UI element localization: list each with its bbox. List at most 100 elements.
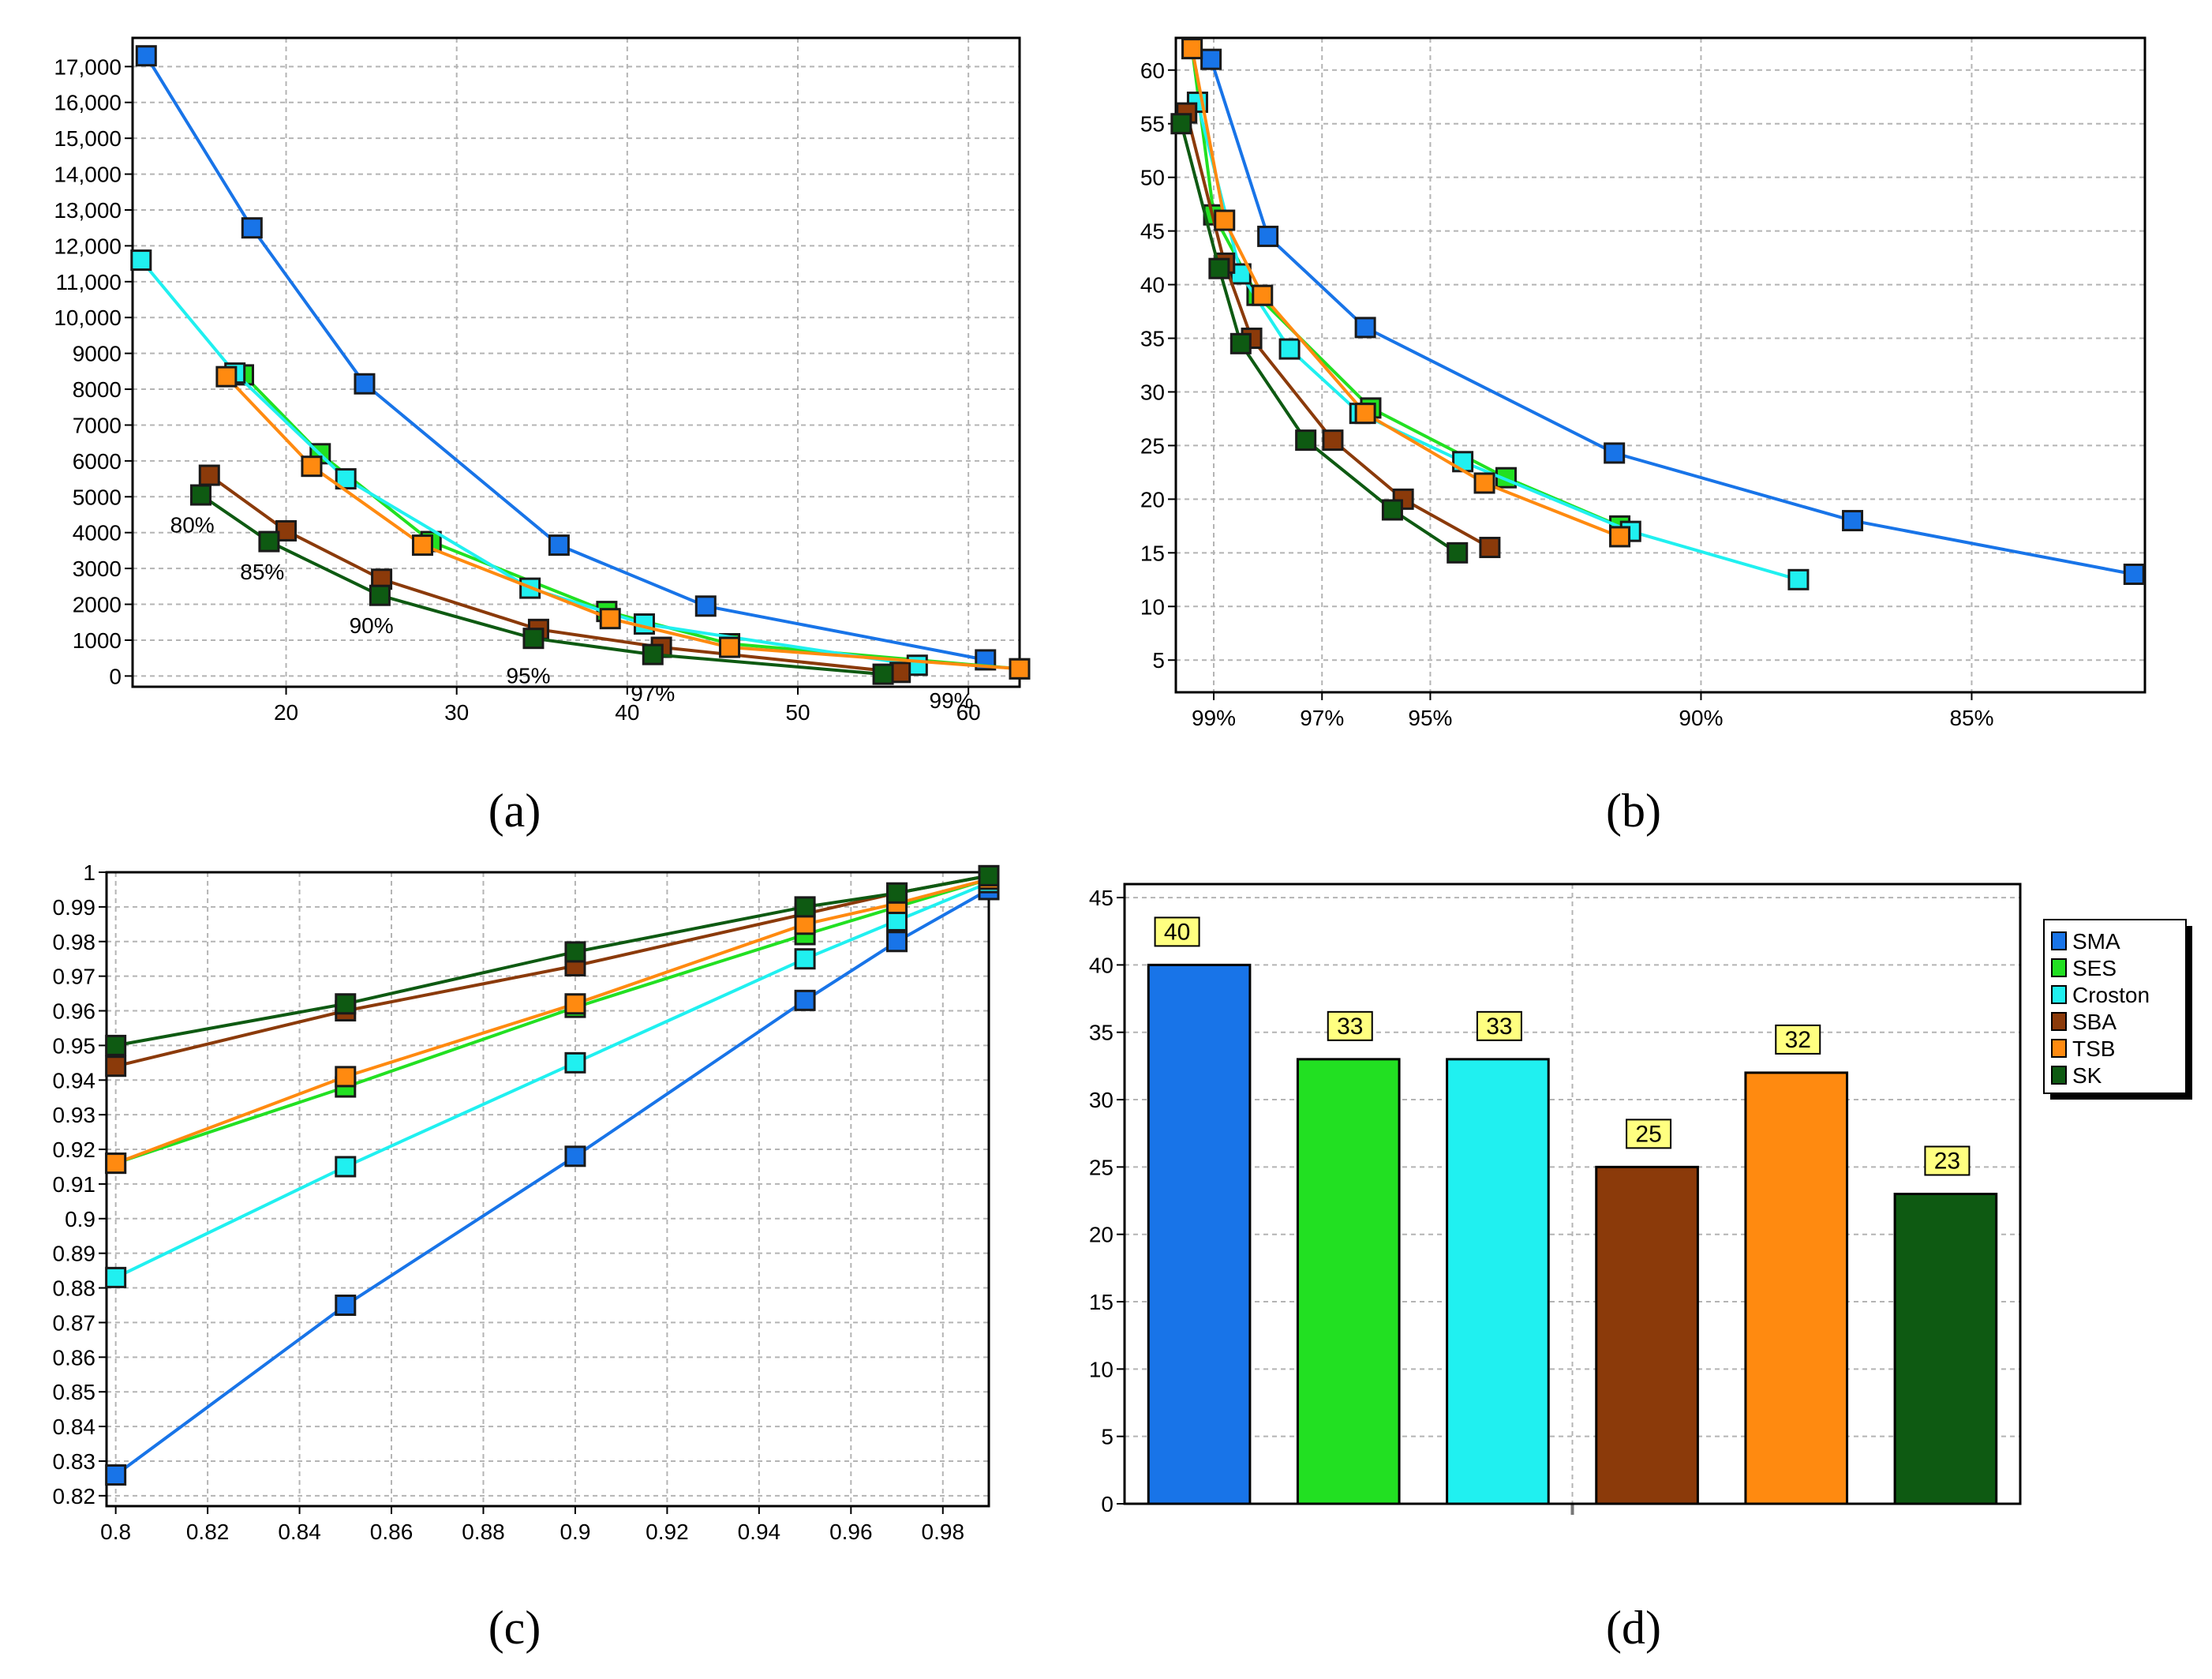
y-tick-label: 3000 (73, 557, 122, 581)
y-tick-label: 0.82 (53, 1484, 96, 1508)
legend-swatch-sk (2051, 1066, 2067, 1085)
y-tick-label: 10 (1140, 594, 1165, 619)
data-point-sma (1257, 225, 1279, 247)
series-line-sma (114, 888, 990, 1477)
value-label-box (1775, 1024, 1821, 1055)
caption-c: (c) (488, 1602, 541, 1654)
x-tick-label: 0.94 (738, 1520, 781, 1544)
y-tick-label: 0.87 (53, 1310, 96, 1335)
y-tick-label: 0.99 (53, 895, 96, 920)
data-point-tsb (335, 1066, 357, 1088)
plot-frame (1123, 883, 2022, 1505)
x-tick-label: 0.8 (100, 1520, 131, 1544)
caption-b: (b) (1606, 785, 1661, 837)
series-line-sba (1185, 112, 1491, 549)
data-point-tsb (105, 1152, 127, 1175)
y-tick-label: 7000 (73, 413, 122, 437)
data-point-croston (335, 1156, 357, 1178)
y-tick-label: 6000 (73, 449, 122, 474)
value-label: 33 (1486, 1014, 1512, 1040)
x-tick-label: 0.84 (278, 1520, 321, 1544)
plot-area (133, 38, 1020, 687)
value-label-box (1924, 1145, 1971, 1176)
x-tick-label: 85% (1949, 706, 1993, 730)
data-point-sma (105, 1464, 127, 1486)
value-label-box (1154, 916, 1200, 947)
data-point-sk (105, 1034, 127, 1056)
y-tick-label: 40 (1140, 273, 1165, 298)
y-tick-label: 40 (1089, 953, 1113, 977)
data-point-sma (548, 534, 570, 557)
x-tick-label: 0.9 (560, 1520, 590, 1544)
legend-box (2043, 919, 2187, 1094)
legend-label-sk: SK (2072, 1063, 2102, 1088)
data-point-sk (564, 941, 586, 963)
y-tick-label: 0.83 (53, 1449, 96, 1474)
legend-swatch-croston (2051, 985, 2067, 1004)
y-tick-label: 13,000 (54, 198, 122, 223)
data-point-sk (1381, 499, 1403, 521)
series-line-sba (208, 474, 900, 674)
bar-sk (1893, 1193, 1998, 1505)
y-tick-label: 30 (1140, 380, 1165, 404)
data-point-sma (886, 931, 908, 953)
y-tick-label: 0.91 (53, 1172, 96, 1197)
data-point-sk (886, 882, 908, 904)
data-point-tsb (1214, 209, 1236, 231)
data-point-sma (564, 1145, 586, 1167)
panel-b: (b) 99% 97% 95% 90% 85% 5 10 15 20 25 30 35 40 45 50 55… (1140, 36, 2147, 837)
caption-d: (d) (1606, 1602, 1661, 1654)
y-tick-label: 0 (1101, 1492, 1113, 1516)
annotation-label: 97% (631, 681, 675, 706)
caption-a: (a) (488, 785, 541, 837)
data-point-sma (241, 217, 263, 239)
y-tick-label: 4000 (73, 521, 122, 545)
y-tick-label: 0.95 (53, 1033, 96, 1058)
data-point-sma (335, 1294, 357, 1316)
y-tick-label: 14,000 (54, 163, 122, 187)
y-tick-label: 8000 (73, 377, 122, 402)
annotation-label: 80% (170, 513, 215, 538)
data-point-tsb (794, 913, 816, 935)
bar-sba (1595, 1165, 1699, 1505)
x-tick-label: 50 (785, 700, 810, 725)
y-tick-label: 0 (109, 664, 122, 688)
y-tick-label: 5 (1101, 1425, 1113, 1449)
y-tick-label: 16,000 (54, 91, 122, 115)
y-tick-label: 0.98 (53, 930, 96, 954)
data-point-sma (794, 989, 816, 1011)
data-point-croston (1278, 338, 1301, 360)
value-label: 32 (1785, 1027, 1811, 1053)
plot-area (1125, 884, 2020, 1504)
series-line-croston (114, 881, 990, 1280)
panel-d: (d) 0 5 10 15 20 25 30 35 40 45 40 33 33 25 32 23 SMASES… (1089, 883, 2192, 1654)
value-label: 23 (1934, 1149, 1960, 1175)
data-point-tsb (1609, 526, 1631, 548)
data-point-sk (642, 643, 664, 665)
data-point-croston (1787, 568, 1810, 590)
y-tick-label: 0.88 (53, 1276, 96, 1301)
value-label-box (1476, 1010, 1522, 1041)
x-tick-label: 0.82 (186, 1520, 230, 1544)
y-tick-label: 11,000 (55, 270, 122, 294)
data-point-sba (275, 519, 298, 542)
data-point-tsb (1354, 403, 1376, 425)
series-line-tsb (114, 877, 990, 1165)
series-line-tsb (225, 375, 1020, 671)
series-line-sk (1179, 123, 1458, 554)
y-tick-label: 20 (1089, 1223, 1113, 1247)
series-line-sk (200, 493, 884, 676)
data-point-tsb (411, 534, 433, 557)
data-point-sma (1842, 510, 1864, 532)
value-label: 25 (1635, 1121, 1661, 1147)
data-point-tsb (564, 993, 586, 1015)
data-point-tsb (1473, 472, 1495, 494)
y-tick-label: 35 (1140, 327, 1165, 351)
legend-label-croston: Croston (2072, 983, 2150, 1007)
x-tick-label: 99% (1192, 706, 1236, 730)
data-point-sk (369, 584, 391, 606)
data-point-croston (906, 654, 928, 676)
x-tick-label: 60 (956, 700, 981, 725)
y-tick-label: 15 (1140, 541, 1165, 565)
x-tick-label: 95% (1408, 706, 1452, 730)
